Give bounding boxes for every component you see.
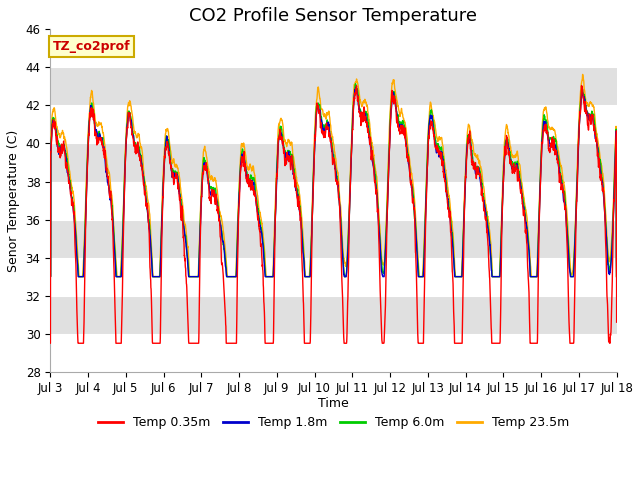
Title: CO2 Profile Sensor Temperature: CO2 Profile Sensor Temperature [189,7,477,25]
Text: TZ_co2prof: TZ_co2prof [53,40,131,53]
Bar [50,258,616,296]
Bar [50,29,616,67]
Bar [50,181,616,219]
Legend: Temp 0.35m, Temp 1.8m, Temp 6.0m, Temp 23.5m: Temp 0.35m, Temp 1.8m, Temp 6.0m, Temp 2… [93,411,574,434]
Bar [50,334,616,372]
Bar [50,144,616,181]
X-axis label: Time: Time [318,397,349,410]
Bar [50,219,616,258]
Bar [50,106,616,144]
Y-axis label: Senor Temperature (C): Senor Temperature (C) [7,130,20,272]
Bar [50,296,616,334]
Bar [50,67,616,106]
